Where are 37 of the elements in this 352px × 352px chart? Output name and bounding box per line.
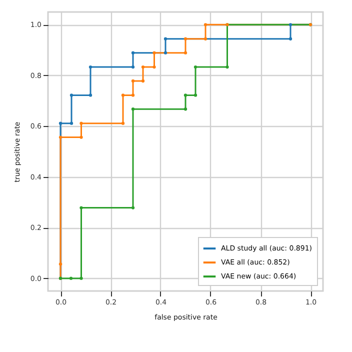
point [121, 122, 125, 125]
point [184, 51, 188, 54]
point [131, 94, 135, 97]
point [194, 65, 198, 69]
point [288, 23, 292, 26]
point [58, 122, 62, 125]
point [141, 65, 145, 69]
point [131, 65, 135, 69]
point [80, 276, 83, 280]
point [152, 51, 156, 54]
point [80, 136, 83, 139]
point [226, 65, 229, 69]
point [69, 276, 73, 280]
point [184, 94, 188, 97]
point [184, 37, 188, 40]
point [164, 37, 168, 40]
point [164, 51, 168, 54]
point [131, 79, 135, 83]
point [70, 94, 74, 97]
point [288, 37, 292, 40]
point [88, 65, 92, 69]
point [204, 37, 208, 40]
point [131, 108, 135, 111]
point [80, 122, 83, 125]
point [58, 262, 62, 266]
point [80, 206, 83, 210]
point [141, 79, 145, 83]
point [58, 136, 62, 139]
point [70, 122, 74, 125]
point [204, 23, 208, 26]
point [131, 51, 135, 54]
point [152, 65, 156, 69]
point [131, 206, 135, 210]
point [121, 94, 125, 97]
point [88, 94, 92, 97]
point [184, 108, 188, 111]
point [194, 94, 198, 97]
